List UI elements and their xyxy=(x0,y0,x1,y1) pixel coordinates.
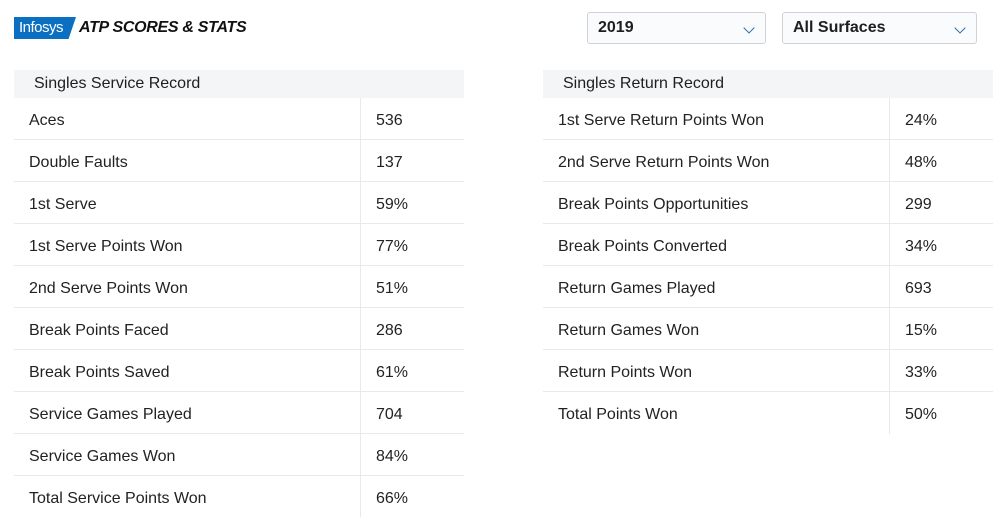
infosys-atp-logo[interactable]: Infosys ATP SCORES & STATS xyxy=(14,17,247,39)
table-row: Double Faults 137 xyxy=(14,140,464,182)
stat-label: 2nd Serve Return Points Won xyxy=(543,140,890,181)
service-record-table: Singles Service Record Aces 536 Double Fa… xyxy=(14,70,464,517)
return-record-title: Singles Return Record xyxy=(543,70,993,98)
table-row: Break Points Saved 61% xyxy=(14,350,464,392)
atp-logo-text: ATP SCORES & STATS xyxy=(79,19,247,36)
table-row: 1st Serve Return Points Won 24% xyxy=(543,98,993,140)
table-row: Service Games Played 704 xyxy=(14,392,464,434)
stat-value: 77% xyxy=(376,238,409,255)
stat-label: Service Games Played xyxy=(14,392,361,433)
stat-value: 34% xyxy=(905,238,938,255)
stat-value: 48% xyxy=(905,154,938,171)
table-row: 1st Serve Points Won 77% xyxy=(14,224,464,266)
year-select-value: 2019 xyxy=(598,19,634,36)
stat-label: 1st Serve Return Points Won xyxy=(543,98,890,139)
return-record-table: Singles Return Record 1st Serve Return P… xyxy=(543,70,993,434)
stat-label: Service Games Won xyxy=(14,434,361,475)
table-row: Aces 536 xyxy=(14,98,464,140)
stat-label: Return Games Played xyxy=(543,266,890,307)
table-row: Total Points Won 50% xyxy=(543,392,993,434)
stat-value: 84% xyxy=(376,448,409,465)
stat-value: 66% xyxy=(376,490,409,507)
stat-value: 51% xyxy=(376,280,409,297)
stat-value: 61% xyxy=(376,364,409,381)
table-row: 2nd Serve Return Points Won 48% xyxy=(543,140,993,182)
table-row: Return Games Played 693 xyxy=(543,266,993,308)
year-select[interactable]: 2019 xyxy=(587,12,766,44)
header: Infosys ATP SCORES & STATS 2019 All Surf… xyxy=(14,12,980,46)
stat-value: 299 xyxy=(905,196,932,213)
stat-label: Return Games Won xyxy=(543,308,890,349)
surface-select-value: All Surfaces xyxy=(793,19,886,36)
stat-label: Double Faults xyxy=(14,140,361,181)
chevron-down-icon xyxy=(743,22,755,34)
stat-label: Break Points Saved xyxy=(14,350,361,391)
stat-label: Aces xyxy=(14,98,361,139)
stat-label: 1st Serve Points Won xyxy=(14,224,361,265)
table-row: Service Games Won 84% xyxy=(14,434,464,476)
table-row: Return Games Won 15% xyxy=(543,308,993,350)
stat-value: 704 xyxy=(376,406,403,423)
stat-label: 1st Serve xyxy=(14,182,361,223)
table-row: Return Points Won 33% xyxy=(543,350,993,392)
stat-value: 50% xyxy=(905,406,938,423)
stat-value: 59% xyxy=(376,196,409,213)
table-row: Total Service Points Won 66% xyxy=(14,476,464,517)
chevron-down-icon xyxy=(954,22,966,34)
stat-value: 536 xyxy=(376,112,403,129)
table-row: Break Points Faced 286 xyxy=(14,308,464,350)
stat-value: 15% xyxy=(905,322,938,339)
stat-value: 33% xyxy=(905,364,938,381)
stat-value: 693 xyxy=(905,280,932,297)
infosys-logo-text: Infosys xyxy=(14,17,76,39)
stat-label: Total Points Won xyxy=(543,392,890,434)
stat-label: 2nd Serve Points Won xyxy=(14,266,361,307)
stat-label: Break Points Opportunities xyxy=(543,182,890,223)
stat-label: Break Points Faced xyxy=(14,308,361,349)
surface-select[interactable]: All Surfaces xyxy=(782,12,977,44)
table-row: Break Points Opportunities 299 xyxy=(543,182,993,224)
stat-value: 24% xyxy=(905,112,938,129)
table-row: Break Points Converted 34% xyxy=(543,224,993,266)
service-record-title: Singles Service Record xyxy=(14,70,464,98)
table-row: 2nd Serve Points Won 51% xyxy=(14,266,464,308)
stat-value: 286 xyxy=(376,322,403,339)
stat-value: 137 xyxy=(376,154,403,171)
stat-label: Return Points Won xyxy=(543,350,890,391)
stat-label: Break Points Converted xyxy=(543,224,890,265)
stat-label: Total Service Points Won xyxy=(14,476,361,517)
table-row: 1st Serve 59% xyxy=(14,182,464,224)
